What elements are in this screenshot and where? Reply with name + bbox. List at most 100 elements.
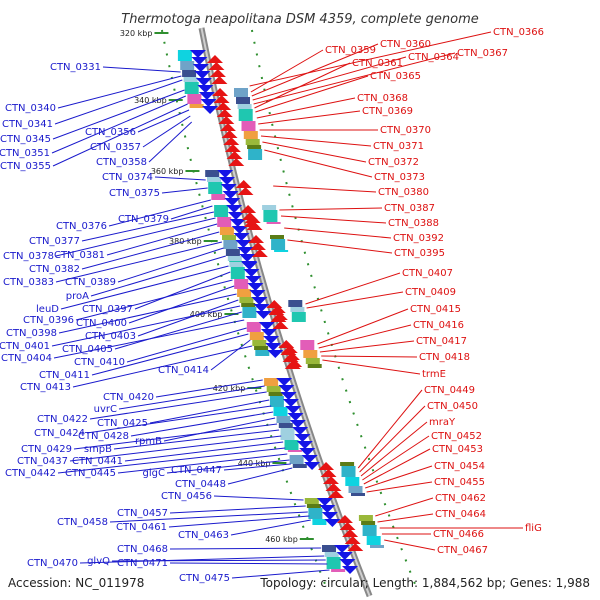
forward-gene-arrow: [222, 191, 239, 199]
left-gene-label: CTN_0389: [65, 277, 116, 288]
genome-summary-text: Topology: circular; Length: 1,884,562 bp…: [259, 576, 590, 590]
reverse-gene-block: [245, 139, 260, 145]
left-gene-label: CTN_0428: [78, 431, 129, 442]
right-gene-label: CTN_0417: [416, 336, 467, 347]
reverse-gene-arrow: [244, 215, 261, 223]
forward-gene-arrow: [245, 276, 262, 284]
forward-gene-arrow: [218, 177, 235, 185]
reverse-gene-block: [351, 493, 365, 496]
left-gene-label: CTN_0403: [85, 331, 136, 342]
scale-tick-label: 360 kbp: [151, 167, 184, 176]
reverse-gene-arrow: [216, 109, 233, 117]
forward-gene-block: [184, 82, 199, 94]
left-gene-label: CTN_0468: [117, 544, 168, 555]
left-label-connector: [210, 339, 251, 371]
scale-tick-label: 420 kbp: [213, 384, 246, 393]
right-label-connector: [254, 62, 351, 109]
left-label-connector: [137, 109, 190, 133]
left-label-connector: [230, 519, 311, 536]
forward-gene-arrow: [296, 441, 313, 449]
right-label-connector: [318, 324, 412, 349]
right-label-connector: [250, 49, 324, 93]
left-gene-label: CTN_0445: [65, 468, 116, 479]
left-gene-label: CTN_0358: [96, 157, 147, 168]
left-gene-label: CTN_0405: [62, 344, 113, 355]
left-gene-label: CTN_0447: [171, 465, 222, 476]
left-label-connector: [130, 411, 274, 437]
forward-gene-arrow: [294, 434, 311, 442]
forward-gene-block: [326, 557, 341, 569]
forward-gene-arrow: [251, 297, 268, 305]
left-label-connector: [124, 441, 284, 462]
forward-gene-arrow: [217, 170, 234, 178]
forward-gene-arrow: [324, 519, 341, 527]
forward-gene-arrow: [265, 343, 282, 351]
forward-gene-block: [331, 569, 346, 572]
left-label-connector: [169, 562, 328, 565]
forward-gene-block: [278, 423, 293, 428]
forward-gene-arrow: [342, 566, 359, 574]
reverse-gene-block: [300, 340, 315, 350]
forward-gene-block: [304, 498, 319, 504]
reverse-gene-arrow: [286, 359, 303, 367]
reverse-gene-arrow: [271, 312, 288, 320]
right-gene-label: CTN_0466: [433, 529, 484, 540]
forward-gene-arrow: [258, 322, 275, 330]
right-label-connector: [258, 110, 361, 125]
reverse-gene-block: [288, 300, 303, 307]
left-gene-label: uvrC: [94, 404, 117, 415]
left-gene-label: CTN_0375: [109, 188, 160, 199]
left-gene-label: CTN_0401: [0, 341, 50, 352]
right-gene-label: CTN_0380: [378, 187, 429, 198]
forward-gene-block: [227, 256, 242, 261]
left-label-connector: [52, 103, 188, 167]
right-gene-label: CTN_0387: [384, 203, 435, 214]
forward-gene-block: [254, 346, 269, 350]
reverse-gene-arrow: [209, 69, 226, 77]
gene-labels: CTN_0331 CTN_0340 CTN_0341 CTN_0345 CTN_0351…: [0, 27, 544, 584]
forward-gene-block: [308, 508, 323, 519]
forward-gene-block: [211, 194, 226, 200]
left-label-connector: [91, 333, 249, 376]
left-label-connector: [137, 299, 239, 337]
left-label-connector: [168, 515, 310, 528]
forward-gene-block: [249, 332, 264, 340]
left-gene-label: CTN_0340: [5, 103, 56, 114]
reverse-gene-block: [237, 104, 252, 109]
forward-gene-block: [208, 182, 223, 194]
left-label-connector: [223, 463, 291, 471]
right-label-connector: [262, 141, 367, 163]
forward-gene-arrow: [289, 420, 306, 428]
forward-gene-block: [268, 392, 283, 396]
right-gene-label: CTN_0415: [410, 304, 461, 315]
forward-gene-arrow: [287, 413, 304, 421]
left-gene-label: CTN_0441: [72, 456, 123, 467]
forward-gene-arrow: [227, 212, 244, 220]
right-gene-label: CTN_0360: [380, 39, 431, 50]
left-gene-label: CTN_0422: [37, 414, 88, 425]
left-label-connector: [69, 435, 282, 462]
forward-gene-block: [234, 279, 249, 289]
reverse-gene-block: [348, 486, 363, 493]
forward-gene-arrow: [229, 219, 246, 227]
reverse-gene-block: [345, 477, 360, 486]
left-label-connector: [54, 79, 183, 125]
reverse-gene-block: [366, 536, 381, 545]
left-gene-label: CTN_0410: [74, 357, 125, 368]
reverse-gene-arrow: [221, 130, 238, 138]
reverse-gene-arrow: [219, 123, 236, 131]
right-gene-label: CTN_0368: [357, 93, 408, 104]
reverse-gene-block: [290, 307, 305, 312]
right-gene-label: CTN_0453: [432, 444, 483, 455]
forward-gene-arrow: [280, 392, 297, 400]
right-gene-label: CTN_0364: [408, 52, 459, 63]
right-gene-label: CTN_0467: [437, 545, 488, 556]
left-label-connector: [90, 255, 226, 297]
right-label-connector: [255, 75, 369, 113]
right-label-connector: [264, 149, 373, 178]
left-label-connector: [114, 311, 242, 350]
forward-gene-arrow: [191, 57, 208, 65]
reverse-gene-block: [305, 358, 320, 364]
right-label-connector: [256, 97, 356, 119]
forward-gene-arrow: [249, 290, 266, 298]
